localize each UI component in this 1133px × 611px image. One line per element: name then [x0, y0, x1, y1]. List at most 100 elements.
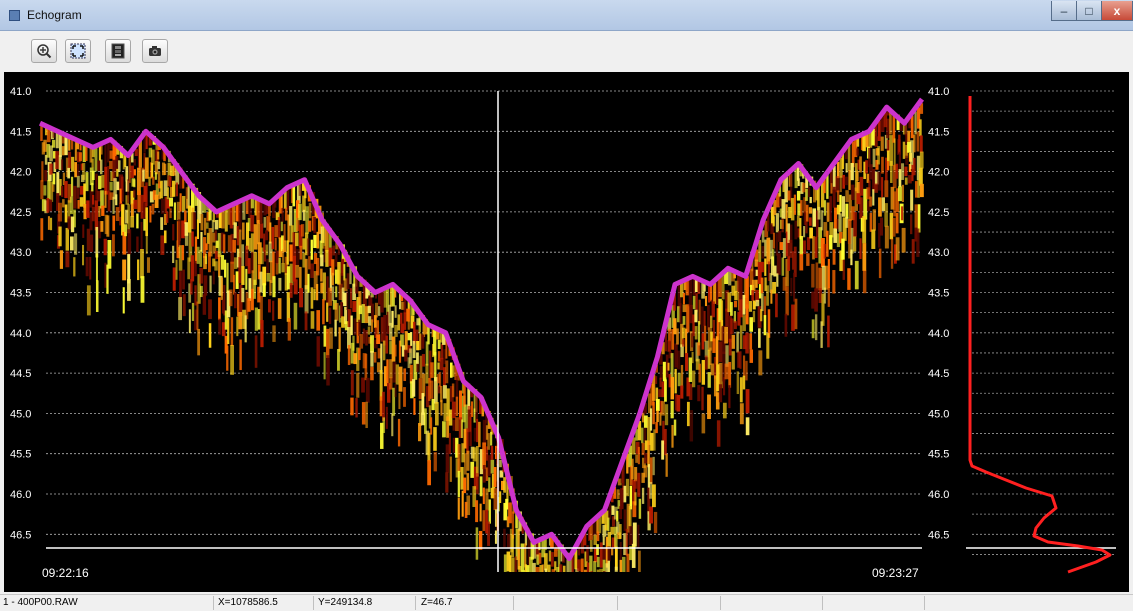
echo-sample — [727, 269, 732, 286]
echo-sample — [245, 222, 250, 250]
echo-sample — [287, 214, 290, 243]
echogram-plot[interactable]: 41.0 41.0 41.5 41.5 42.0 42.0 42.5 42.5 43.0 43.0… — [4, 72, 1129, 592]
echo-sample — [682, 304, 687, 313]
echo-sample — [716, 280, 719, 305]
echo-sample — [607, 531, 611, 549]
echo-sample — [868, 164, 873, 180]
echo-sample — [445, 332, 448, 359]
echo-sample — [109, 150, 113, 159]
echo-sample — [667, 340, 671, 352]
echo-sample — [76, 187, 80, 199]
echo-sample — [412, 379, 416, 397]
echo-sample — [208, 299, 212, 320]
echo-sample — [862, 216, 867, 244]
echo-sample — [172, 180, 176, 197]
echo-sample — [851, 141, 855, 168]
echo-sample — [638, 550, 641, 572]
echo-sample — [331, 272, 334, 286]
echo-sample — [407, 320, 410, 330]
echo-sample — [178, 219, 181, 247]
echo-sample — [265, 244, 269, 256]
echo-sample — [872, 209, 876, 231]
echo-sample — [611, 537, 616, 548]
echo-sample — [47, 216, 50, 230]
echo-sample — [664, 429, 667, 456]
echo-sample — [106, 264, 109, 294]
echo-sample — [794, 298, 798, 330]
echo-sample — [518, 565, 522, 572]
echo-sample — [781, 218, 784, 233]
depth-label-left: 42.0 — [10, 167, 31, 179]
zoom-in-button[interactable] — [31, 39, 57, 63]
echo-sample — [617, 478, 622, 486]
color-scale-button[interactable] — [105, 39, 131, 63]
echo-sample — [59, 250, 64, 269]
echo-sample — [350, 342, 355, 364]
echo-sample — [670, 400, 674, 419]
echo-sample — [814, 288, 818, 312]
echo-sample — [775, 293, 778, 318]
echo-sample — [185, 198, 189, 209]
echo-sample — [911, 239, 915, 264]
echo-sample — [143, 202, 147, 218]
echo-sample — [812, 208, 817, 227]
echo-sample — [622, 462, 625, 490]
echo-sample — [418, 400, 422, 426]
echo-sample — [116, 181, 120, 191]
echo-sample — [817, 186, 820, 211]
echo-sample — [707, 349, 711, 369]
echo-sample — [797, 203, 801, 216]
echo-sample — [194, 285, 197, 306]
echo-sample — [428, 350, 432, 383]
echo-sample — [283, 224, 286, 242]
echo-sample — [410, 332, 413, 346]
echo-sample — [70, 216, 75, 233]
echo-sample — [230, 344, 234, 375]
echo-sample — [596, 518, 599, 534]
echo-sample — [172, 159, 176, 176]
echo-sample — [239, 339, 242, 371]
echo-sample — [386, 288, 389, 315]
echo-sample — [380, 343, 383, 374]
echo-sample — [341, 258, 345, 276]
echo-sample — [574, 549, 578, 570]
echo-sample — [316, 284, 319, 301]
echo-sample — [61, 159, 64, 170]
echo-sample — [182, 294, 186, 317]
echo-sample — [482, 487, 485, 505]
echo-sample — [602, 548, 607, 560]
echo-sample — [178, 297, 182, 321]
echo-sample — [895, 163, 899, 179]
echo-sample — [635, 454, 639, 463]
echo-sample — [266, 258, 270, 275]
echo-sample — [728, 361, 732, 388]
echo-sample — [919, 135, 923, 153]
echo-sample — [803, 197, 807, 214]
echo-sample — [893, 244, 897, 264]
echo-sample — [872, 168, 876, 192]
echo-sample — [163, 180, 168, 197]
camera-button[interactable] — [142, 39, 168, 63]
echo-sample — [710, 315, 713, 328]
minimize-button[interactable]: – — [1051, 1, 1077, 21]
echo-sample — [716, 364, 720, 392]
echo-sample — [161, 162, 165, 176]
echo-sample — [418, 378, 423, 400]
echo-sample — [848, 169, 851, 190]
echo-sample — [718, 277, 722, 298]
fit-view-button[interactable] — [65, 39, 91, 63]
echo-sample — [707, 394, 711, 420]
echo-sample — [874, 183, 878, 193]
echo-sample — [143, 136, 146, 153]
echo-sample — [145, 132, 148, 150]
echo-sample — [44, 154, 48, 165]
echo-sample — [157, 171, 161, 183]
echo-sample — [457, 497, 460, 520]
echo-sample — [134, 148, 138, 157]
close-button[interactable]: x — [1101, 1, 1133, 21]
echo-sample — [899, 117, 903, 132]
maximize-button[interactable]: □ — [1076, 1, 1102, 21]
echo-sample — [433, 427, 437, 451]
echo-sample — [698, 363, 702, 383]
echo-sample — [536, 554, 540, 565]
